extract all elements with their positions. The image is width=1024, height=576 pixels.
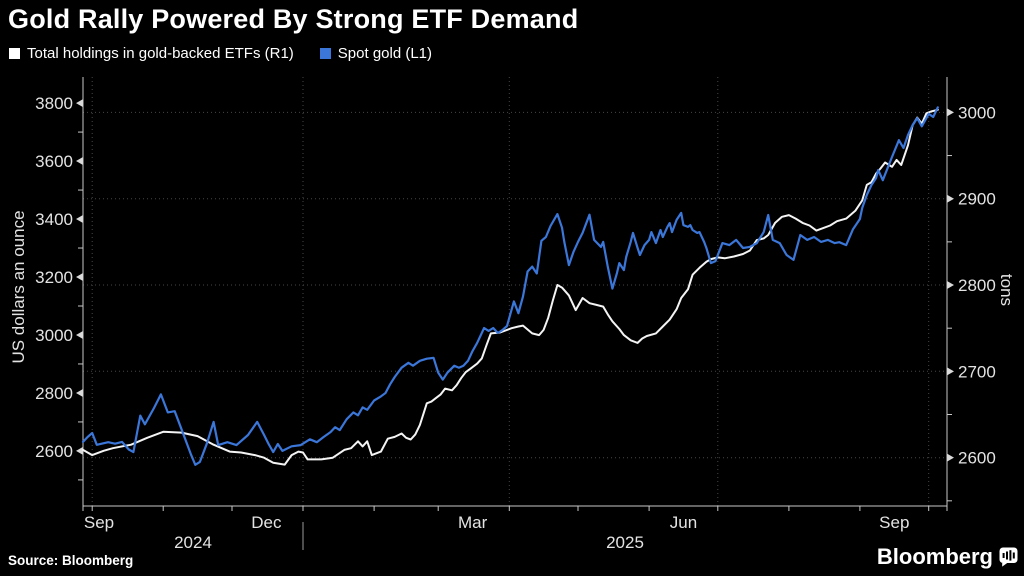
svg-text:3000: 3000 (35, 326, 73, 345)
svg-text:2600: 2600 (35, 442, 73, 461)
svg-text:2800: 2800 (35, 384, 73, 403)
svg-text:2800: 2800 (958, 276, 996, 295)
legend-item-spot-gold: Spot gold (L1) (319, 45, 433, 62)
legend-item-etf-holdings: Total holdings in gold-backed ETFs (R1) (9, 45, 294, 62)
svg-text:3200: 3200 (35, 268, 73, 287)
svg-text:Mar: Mar (458, 513, 488, 532)
axes-and-ticks (76, 77, 954, 550)
etf-holdings-line (82, 108, 939, 466)
legend-label-etf-holdings: Total holdings in gold-backed ETFs (R1) (27, 45, 294, 62)
chart-legend: Total holdings in gold-backed ETFs (R1) … (9, 45, 432, 62)
svg-text:Sep: Sep (879, 513, 909, 532)
svg-text:3400: 3400 (35, 210, 73, 229)
legend-label-spot-gold: Spot gold (L1) (337, 45, 433, 62)
chart-title: Gold Rally Powered By Strong ETF Demand (8, 4, 579, 34)
svg-text:Sep: Sep (84, 513, 114, 532)
svg-text:Dec: Dec (251, 513, 282, 532)
svg-text:2024: 2024 (174, 533, 212, 552)
svg-text:2700: 2700 (958, 362, 996, 381)
svg-text:3800: 3800 (35, 94, 73, 113)
gridlines (83, 77, 947, 506)
bloomberg-audio-icon (999, 547, 1018, 567)
right-axis-title: tons (997, 273, 1016, 307)
bloomberg-brand-text: Bloomberg (876, 544, 993, 569)
series-lines (81, 106, 939, 466)
source-note: Source: Bloomberg (8, 553, 134, 568)
bloomberg-wordmark: Bloomberg (877, 544, 1018, 570)
spot-gold-line (81, 106, 939, 466)
axis-labels: 2600 2800 3000 3200 3400 3600 3800 2600 2700 2800… (35, 94, 996, 552)
svg-text:2900: 2900 (958, 190, 996, 209)
svg-text:Jun: Jun (670, 513, 697, 532)
svg-text:2025: 2025 (606, 533, 644, 552)
svg-text:2600: 2600 (958, 449, 996, 468)
svg-text:3600: 3600 (35, 152, 73, 171)
left-axis-title: US dollars an ounce (9, 210, 28, 364)
legend-swatch-blue (319, 48, 331, 59)
svg-text:3000: 3000 (958, 103, 996, 122)
legend-swatch-white (9, 48, 20, 59)
